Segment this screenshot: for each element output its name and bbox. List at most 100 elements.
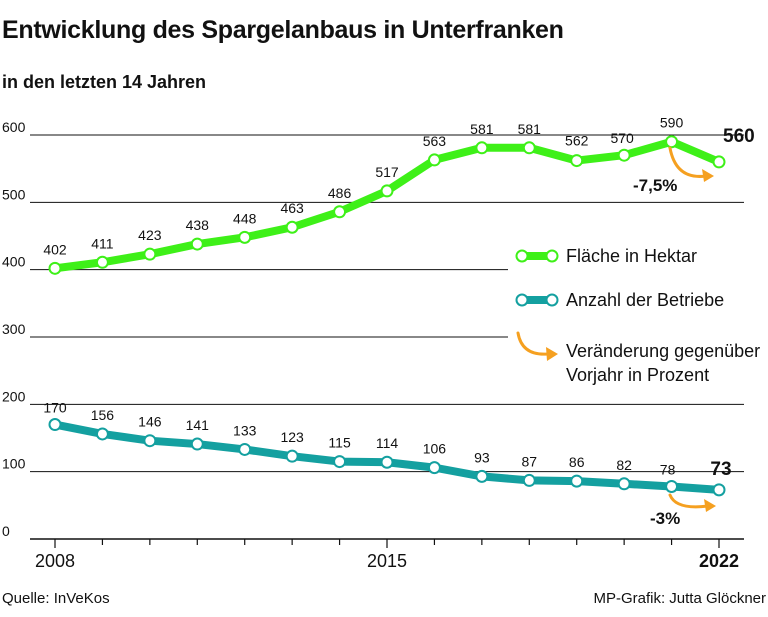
data-label-2012: 133 <box>233 422 257 438</box>
data-point-2010 <box>143 247 157 261</box>
x-tick-label-2008: 2008 <box>35 551 75 571</box>
data-label-2010: 146 <box>138 414 162 430</box>
data-point-2014 <box>333 455 347 469</box>
data-point-2016 <box>427 461 441 475</box>
data-point-2012 <box>238 230 252 244</box>
legend-dot-right <box>545 293 559 307</box>
y-tick-400: 400 <box>2 254 26 270</box>
legend-arrow-curve <box>516 331 550 356</box>
data-label-2012: 448 <box>233 210 257 226</box>
x-axis: 2008 2015 2022 <box>30 538 744 571</box>
legend-dot-left <box>515 249 529 263</box>
y-tick-200: 200 <box>2 388 26 404</box>
data-label-2010: 423 <box>138 227 162 243</box>
data-label-2008: 170 <box>43 400 67 416</box>
y-axis-tick-labels: 0 100 200 300 400 500 600 <box>2 119 26 539</box>
arrow-head <box>702 169 714 182</box>
arrow-head <box>704 499 716 512</box>
legend-item-change: Veränderung gegenüber Vorjahr in Prozent <box>516 331 760 385</box>
data-label-2022: 73 <box>710 459 731 480</box>
data-label-2009: 411 <box>91 235 114 251</box>
chart-subtitle: in den letzten 14 Jahren <box>2 72 207 92</box>
data-label-2011: 141 <box>186 417 210 433</box>
y-tick-100: 100 <box>2 456 26 472</box>
data-point-2009 <box>95 255 109 269</box>
data-point-2021 <box>665 135 679 149</box>
data-point-2013 <box>285 449 299 463</box>
data-point-2021 <box>665 479 679 493</box>
data-label-2015: 114 <box>376 435 399 451</box>
data-point-2015 <box>380 455 394 469</box>
y-tick-300: 300 <box>2 321 26 337</box>
data-label-2015: 517 <box>375 164 399 180</box>
data-point-2009 <box>95 427 109 441</box>
graphic-credit: MP-Grafik: Jutta Glöckner <box>593 590 766 607</box>
data-label-2020: 570 <box>610 130 634 146</box>
data-point-2015 <box>380 184 394 198</box>
data-point-2008 <box>48 418 62 432</box>
data-point-2017 <box>475 469 489 483</box>
data-label-2021: 78 <box>660 461 676 477</box>
legend-dot-left <box>515 293 529 307</box>
data-point-2019 <box>570 474 584 488</box>
data-point-2017 <box>475 141 489 155</box>
legend-item-area: Fläche in Hektar <box>515 246 697 266</box>
data-point-2018 <box>522 473 536 487</box>
grid-lines <box>30 134 744 473</box>
data-point-2020 <box>617 477 631 491</box>
farms-change-arrow <box>668 493 716 512</box>
y-tick-0: 0 <box>2 523 10 539</box>
data-label-2013: 123 <box>280 429 304 445</box>
data-label-2011: 438 <box>186 217 210 233</box>
arrow-curve <box>668 493 710 509</box>
data-label-2018: 581 <box>518 121 542 137</box>
data-label-2021: 590 <box>660 115 684 131</box>
data-point-2008 <box>48 261 62 275</box>
area-change-arrow <box>668 146 714 182</box>
data-label-2016: 106 <box>423 441 447 457</box>
data-point-2022 <box>712 155 726 169</box>
x-tick-label-2022: 2022 <box>699 551 739 571</box>
data-label-2008: 402 <box>43 241 67 257</box>
data-point-2022 <box>712 483 726 497</box>
data-label-2009: 156 <box>91 407 115 423</box>
data-point-2018 <box>522 141 536 155</box>
y-tick-600: 600 <box>2 119 26 135</box>
legend-label: Anzahl der Betriebe <box>566 290 724 310</box>
data-label-2017: 581 <box>470 121 494 137</box>
data-point-2011 <box>190 237 204 251</box>
legend-note-line-1: Veränderung gegenüber <box>566 341 760 361</box>
legend-dot-right <box>545 249 559 263</box>
data-label-2014: 115 <box>328 435 351 451</box>
legend-note-line-2: Vorjahr in Prozent <box>566 365 709 385</box>
data-label-2014: 486 <box>328 185 352 201</box>
legend: Fläche in Hektar Anzahl der Betriebe Verän… <box>515 246 760 385</box>
data-point-2010 <box>143 434 157 448</box>
data-label-2022: 560 <box>723 126 755 147</box>
arrow-curve <box>668 146 708 178</box>
data-label-2020: 82 <box>616 457 632 473</box>
series-number-of-farms: 170 156 146 141 133 123 115 114 106 93 87 86 82 78 73 <box>43 400 732 497</box>
y-tick-500: 500 <box>2 186 26 202</box>
source-note: Quelle: InVeKos <box>2 590 110 607</box>
area-change-label: -7,5% <box>633 176 677 195</box>
data-point-2011 <box>190 437 204 451</box>
x-tick-label-2015: 2015 <box>367 551 407 571</box>
data-label-2013: 463 <box>280 200 304 216</box>
data-point-2014 <box>333 205 347 219</box>
data-point-2013 <box>285 220 299 234</box>
series-area-in-hectare: 402 411 423 438 448 463 486 517 563 581 581 562 570 5… <box>43 115 755 275</box>
change-annotations: -7,5% -3% <box>633 146 716 528</box>
chart-title: Entwicklung des Spargelanbaus in Unterfr… <box>2 16 564 44</box>
data-label-2019: 86 <box>569 454 585 470</box>
data-label-2018: 87 <box>521 453 537 469</box>
legend-label: Fläche in Hektar <box>566 246 697 266</box>
data-point-2020 <box>617 148 631 162</box>
data-label-2019: 562 <box>565 133 589 149</box>
data-point-2019 <box>570 154 584 168</box>
legend-item-farms: Anzahl der Betriebe <box>515 290 724 310</box>
data-label-2017: 93 <box>474 449 490 465</box>
data-point-2012 <box>238 442 252 456</box>
legend-arrow-head <box>546 347 558 361</box>
